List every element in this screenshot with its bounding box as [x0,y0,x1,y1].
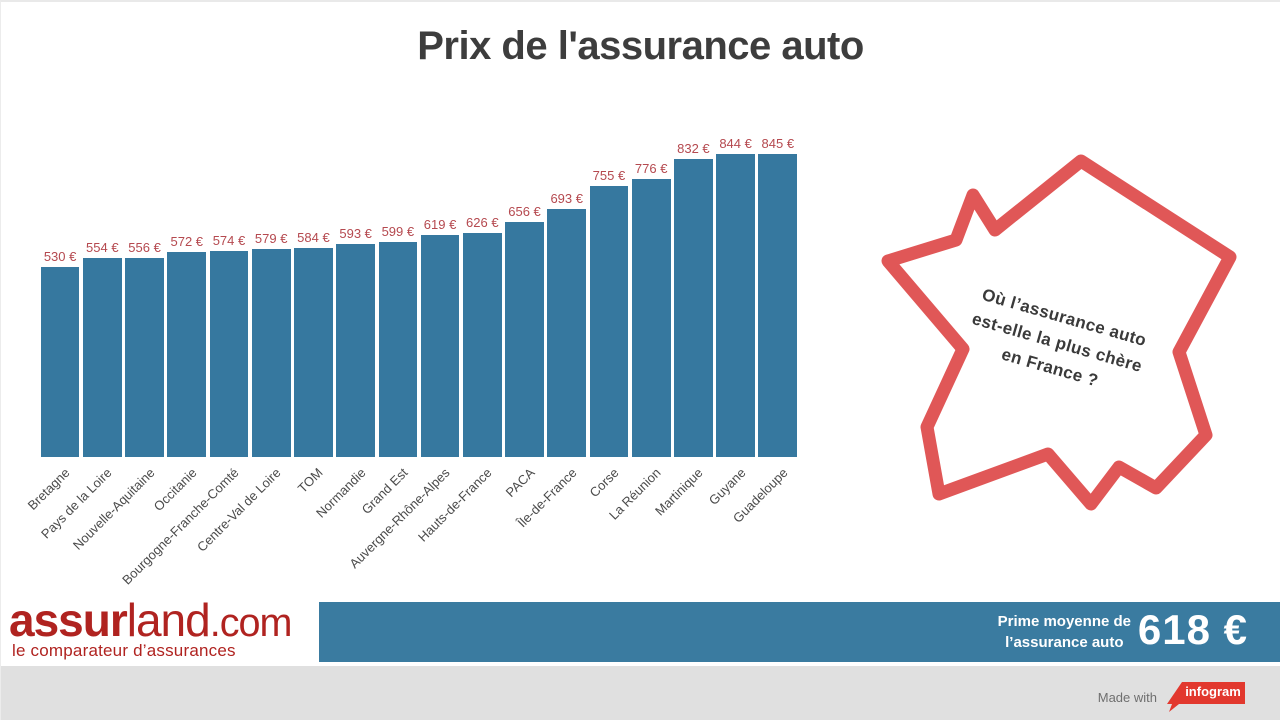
bar-value-label: 572 € [170,234,204,249]
bar-column: 845 € [757,127,799,457]
bar-column: 693 € [546,127,588,457]
x-axis-labels: Bretagne Pays de la Loire Nouvelle-Aquitai… [25,457,799,602]
bar-value-label: 530 € [43,249,77,264]
bar-value-label: 619 € [423,217,457,232]
bar-column: 554 € [81,127,123,457]
bar-value-label: 776 € [634,161,668,176]
average-premium-bar: Prime moyenne de l’assurance auto 618 € [319,602,1280,662]
bar-value-label: 832 € [677,141,710,156]
infogram-badge[interactable]: infogram [1166,681,1246,713]
bar [294,248,333,457]
wordmark-assur: assur [9,594,128,646]
wordmark-com: .com [209,601,293,645]
bar [82,258,122,457]
bar [209,251,249,457]
page-title: Prix de l'assurance auto [417,24,864,68]
bar-column: 593 € [335,127,377,457]
bar-column: 776 € [630,127,672,457]
france-map: Où l’assurance auto est-elle la plus chè… [861,132,1280,532]
bar [589,186,629,457]
bar-value-label: 599 € [381,224,415,239]
bar-series: 530 € 554 € 556 € 572 € 574 € 579 € 584 € 593 €… [39,127,799,457]
bar-value-label: 845 € [761,136,795,151]
infogram-brand-label: infogram [1185,684,1241,699]
bar [716,154,755,457]
bar-column: 844 € [715,127,757,457]
bar-value-label: 554 € [86,240,119,255]
bar-value-label: 593 € [339,226,372,241]
bar [167,252,207,457]
bar-column: 572 € [166,127,208,457]
premium-label: Prime moyenne de l’assurance auto [998,611,1131,653]
bar-column: 619 € [419,127,461,457]
bar-column: 579 € [250,127,292,457]
bar-column: 574 € [208,127,250,457]
bar [251,249,291,457]
wordmark-land: land [126,594,211,646]
france-outline-icon [881,154,1237,511]
credit-strip: Made with infogram [1,666,1280,720]
bar-column: 530 € [39,127,81,457]
bar-value-label: 556 € [128,240,161,255]
bar [505,222,544,457]
bar-value-label: 626 € [466,215,499,230]
bar [547,209,587,457]
bar [758,154,798,457]
infogram-flag-icon [1167,682,1245,712]
bar [420,235,460,457]
logo-tagline: le comparateur d’assurances [12,641,236,660]
bar-column: 584 € [292,127,334,457]
bar-chart: 530 € 554 € 556 € 572 € 574 € 579 € 584 € 593 €… [39,127,799,457]
bar [125,258,164,457]
bar [674,159,713,457]
premium-label-line1: Prime moyenne de [997,613,1131,630]
bar [378,242,418,457]
bar [40,267,80,457]
premium-value: 618 € [1137,606,1248,653]
premium-label-line2: l’assurance auto [1005,634,1124,651]
assurland-logo[interactable]: assurland.com le comparateur d’assurance… [1,595,319,666]
credit-row: Made with infogram [1098,681,1246,713]
bar [631,179,671,457]
bar [462,233,502,457]
bar-column: 656 € [503,127,545,457]
bar-column: 556 € [123,127,165,457]
bar-column: 832 € [672,127,714,457]
bar-value-label: 584 € [297,230,330,245]
bar-column: 755 € [588,127,630,457]
bar-value-label: 844 € [719,136,752,151]
bar [336,244,375,457]
assurland-wordmark: assurland.com [9,594,293,646]
bar-value-label: 579 € [254,231,288,246]
bar-value-label: 656 € [508,204,541,219]
bar-value-label: 755 € [592,168,626,183]
bar-column: 626 € [461,127,503,457]
bar-value-label: 574 € [212,233,246,248]
made-with-label: Made with [1097,689,1157,705]
bar-value-label: 693 € [550,191,583,206]
bar-column: 599 € [377,127,419,457]
